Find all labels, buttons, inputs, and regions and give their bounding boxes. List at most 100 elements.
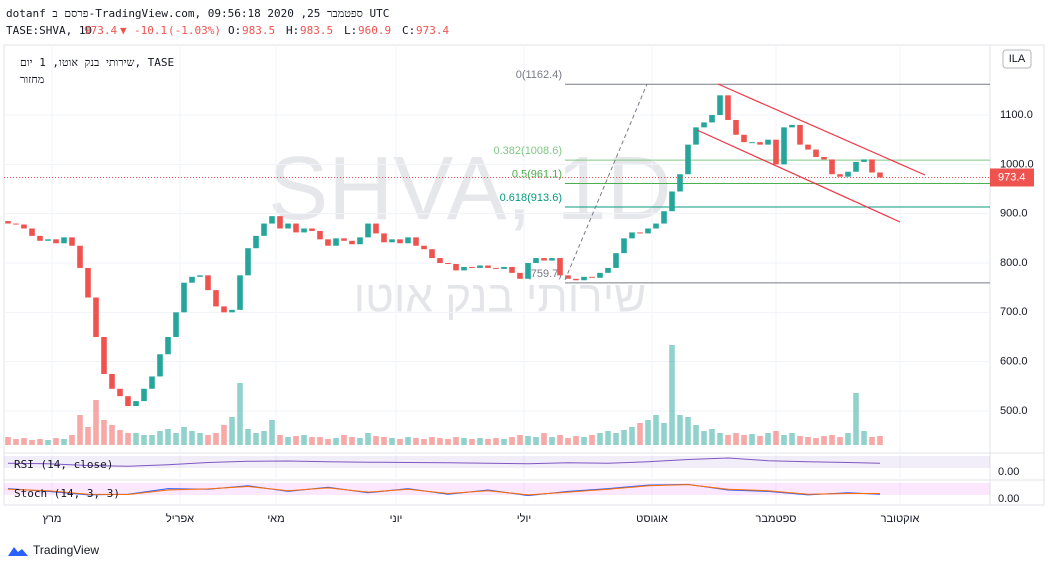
y-tick-label: 900.0 bbox=[1000, 208, 1028, 220]
header-field: H: bbox=[286, 24, 299, 37]
candle-body bbox=[821, 156, 827, 160]
candle-body bbox=[621, 238, 627, 254]
candle-body bbox=[213, 290, 219, 307]
volume-bar bbox=[637, 423, 643, 445]
x-tick-label: מאי bbox=[267, 513, 284, 525]
candle-body bbox=[117, 388, 123, 397]
volume-bar bbox=[165, 429, 171, 445]
candle-body bbox=[877, 172, 883, 178]
candle-body bbox=[269, 216, 275, 224]
candle-body bbox=[717, 95, 723, 116]
candle-body bbox=[869, 159, 875, 173]
volume-bar bbox=[229, 417, 235, 445]
candle-body bbox=[541, 258, 547, 261]
volume-bar bbox=[533, 437, 539, 445]
candle-body bbox=[389, 239, 395, 243]
header-field: O: bbox=[228, 24, 241, 37]
rsi-title: RSI (14, close) bbox=[14, 458, 113, 471]
candle-body bbox=[677, 174, 683, 192]
volume-bar bbox=[293, 436, 299, 445]
volume-bar bbox=[493, 438, 499, 445]
y-tick-label: 1100.0 bbox=[1000, 109, 1033, 121]
candle-body bbox=[813, 149, 819, 157]
y-tick-label: 500.0 bbox=[1000, 405, 1028, 417]
volume-bar bbox=[245, 429, 251, 445]
volume-bar bbox=[117, 430, 123, 445]
candle-body bbox=[29, 228, 35, 236]
rsi-tick-label: 0.00 bbox=[998, 466, 1019, 478]
volume-bar bbox=[45, 440, 51, 445]
rsi-line bbox=[7, 457, 881, 467]
candle-body bbox=[69, 237, 75, 246]
candle-body bbox=[125, 396, 131, 407]
candle-body bbox=[85, 267, 91, 298]
volume-bar bbox=[661, 423, 667, 445]
watermark-name: שירותי בנק אוטו bbox=[354, 273, 647, 322]
volume-bar bbox=[725, 435, 731, 445]
volume-bar bbox=[829, 435, 835, 445]
candle-body bbox=[605, 267, 611, 273]
volume-bar bbox=[765, 433, 771, 445]
channel-upper bbox=[717, 83, 926, 176]
candle-body bbox=[149, 376, 155, 389]
volume-bar bbox=[757, 436, 763, 445]
candle-body bbox=[533, 258, 539, 264]
candle-body bbox=[797, 124, 803, 145]
volume-bar bbox=[405, 437, 411, 445]
volume-bar bbox=[613, 433, 619, 445]
volume-bar bbox=[525, 436, 531, 445]
volume-bar bbox=[349, 437, 355, 445]
fib-label: 0(1162.4) bbox=[516, 69, 562, 81]
volume-bar bbox=[621, 430, 627, 445]
candle-body bbox=[557, 258, 563, 276]
volume-bar bbox=[837, 437, 843, 445]
candle-body bbox=[53, 239, 59, 244]
candle-body bbox=[829, 159, 835, 175]
candle-body bbox=[301, 228, 307, 233]
candle-body bbox=[565, 275, 571, 279]
candle-body bbox=[237, 275, 243, 310]
x-tick-label: ספטמבר bbox=[755, 513, 796, 525]
volume-bar bbox=[645, 420, 651, 445]
volume-bar bbox=[517, 435, 523, 445]
volume-bar bbox=[197, 433, 203, 445]
candle-body bbox=[733, 119, 739, 135]
candle-body bbox=[13, 223, 19, 225]
brand: TradingView bbox=[33, 543, 99, 557]
volume-bar bbox=[173, 433, 179, 445]
candle-body bbox=[645, 228, 651, 234]
volume-bar bbox=[605, 431, 611, 445]
volume-bar bbox=[677, 415, 683, 445]
candle-body bbox=[757, 142, 763, 145]
x-tick-label: מרץ bbox=[43, 513, 62, 525]
candle-body bbox=[469, 266, 475, 268]
stoch-title: Stoch (14, 3, 3) bbox=[14, 487, 120, 500]
candle-body bbox=[317, 230, 323, 240]
candle-body bbox=[845, 171, 851, 177]
volume-bar bbox=[61, 439, 67, 445]
header-field: 973.4 bbox=[416, 24, 449, 37]
candle-body bbox=[397, 239, 403, 244]
candle-body bbox=[277, 216, 283, 229]
volume-bar bbox=[669, 345, 675, 445]
volume-bar bbox=[373, 436, 379, 445]
volume-bar bbox=[181, 427, 187, 445]
header-field: 960.9 bbox=[358, 24, 391, 37]
candle-body bbox=[357, 237, 363, 245]
candle-body bbox=[581, 276, 587, 281]
candle-body bbox=[261, 223, 267, 236]
candle-body bbox=[685, 144, 691, 175]
currency: ILA bbox=[1009, 53, 1026, 65]
y-tick-label: 800.0 bbox=[1000, 257, 1028, 269]
x-tick-label: אפריל bbox=[166, 512, 194, 525]
header-field: TASE:SHVA, 1D bbox=[6, 24, 92, 37]
volume-bar bbox=[5, 437, 11, 445]
candle-body bbox=[157, 354, 163, 377]
candle-body bbox=[421, 245, 427, 250]
volume-bar bbox=[813, 438, 819, 445]
volume-bar bbox=[773, 431, 779, 445]
volume-bar bbox=[797, 436, 803, 445]
volume-bar bbox=[453, 437, 459, 445]
volume-bar bbox=[693, 425, 699, 445]
